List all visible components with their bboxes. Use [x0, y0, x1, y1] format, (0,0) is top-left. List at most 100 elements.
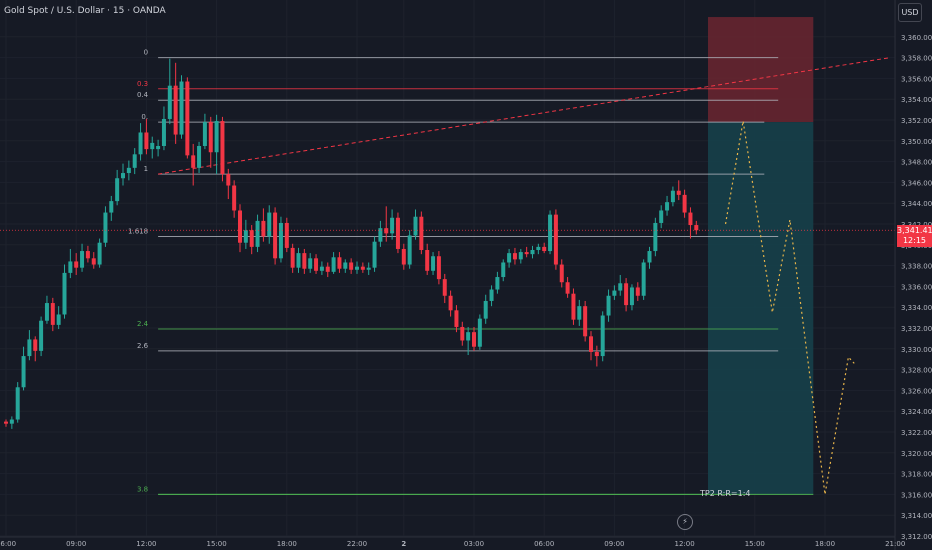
candle-body — [337, 257, 342, 269]
candle-body — [214, 121, 219, 153]
candle-body — [74, 261, 79, 268]
position-target-label: TP2 R:R=1:4 — [700, 489, 751, 498]
candle-body — [583, 306, 588, 337]
candle-body — [366, 267, 371, 270]
candle-body — [629, 287, 634, 306]
candle-body — [436, 256, 441, 280]
price-tick-label: 3,328.000 — [901, 367, 932, 375]
candle-body — [349, 262, 354, 270]
candle-body — [238, 210, 242, 243]
price-tick-label: 3,348.000 — [901, 159, 932, 167]
replay-bolt-icon[interactable]: ⚡ — [677, 514, 693, 530]
time-tick-label: 06:00 — [534, 540, 554, 548]
candle-body — [319, 266, 324, 271]
price-tick-label: 3,350.000 — [901, 138, 932, 146]
candle-body — [355, 266, 359, 270]
candle-body — [536, 246, 541, 250]
candle-body — [530, 250, 535, 255]
candle-body — [501, 262, 506, 278]
candle-body — [15, 387, 20, 420]
candle-body — [360, 266, 365, 270]
candle-body — [255, 220, 260, 247]
price-tick-label: 3,318.000 — [901, 471, 932, 479]
candle-body — [442, 279, 447, 296]
price-tick-label: 3,312.000 — [901, 533, 932, 541]
time-tick-label: 03:00 — [464, 540, 484, 548]
candle-body — [694, 225, 699, 231]
candle-body — [606, 295, 611, 316]
time-tick-label: 18:00 — [815, 540, 835, 548]
candle-body — [612, 290, 617, 296]
candle-body — [9, 419, 14, 424]
candle-body — [524, 252, 529, 255]
candle-body — [659, 210, 664, 223]
candle-body — [495, 277, 500, 290]
fib-level-label: 0. — [141, 113, 148, 121]
price-tick-label: 3,332.000 — [901, 325, 932, 333]
candle-body — [641, 262, 646, 296]
candle-body — [431, 256, 436, 271]
candle-body — [156, 146, 161, 150]
currency-selector[interactable]: USD — [898, 3, 922, 22]
candle-body — [97, 242, 102, 265]
candle-body — [173, 85, 178, 135]
candle-body — [220, 121, 225, 175]
candle-body — [226, 174, 231, 186]
time-tick-label: 09:00 — [604, 540, 624, 548]
candle-body — [454, 310, 459, 327]
take-profit-zone — [708, 122, 814, 495]
candle-body — [647, 251, 652, 263]
candle-body — [653, 222, 658, 252]
candle-body — [419, 216, 424, 250]
candle-body — [413, 216, 418, 236]
candle-body — [325, 266, 330, 272]
price-tick-label: 3,324.000 — [901, 408, 932, 416]
price-tick-label: 3,360.000 — [901, 34, 932, 42]
candle-body — [682, 194, 687, 213]
candle-body — [278, 222, 283, 259]
candle-body — [115, 178, 120, 202]
price-tick-label: 3,346.000 — [901, 179, 932, 187]
time-tick-label: 18:00 — [277, 540, 297, 548]
candle-body — [21, 356, 26, 388]
time-tick-label: 15:00 — [207, 540, 227, 548]
candle-body — [372, 241, 377, 268]
candle-body — [589, 336, 593, 352]
candle-body — [68, 261, 73, 273]
candle-body — [232, 185, 237, 211]
candle-body — [132, 154, 137, 168]
symbol-title: Gold Spot / U.S. Dollar · 15 · OANDA — [4, 6, 169, 16]
candle-body — [448, 295, 453, 311]
candle-body — [477, 318, 482, 347]
fib-level-label: 3.8 — [137, 485, 148, 493]
candle-body — [80, 251, 85, 268]
candle-body — [296, 253, 301, 268]
candle-body — [103, 212, 108, 243]
time-tick-label: 2 — [401, 540, 406, 548]
candle-body — [284, 222, 289, 248]
candle-body — [44, 303, 49, 321]
candle-body — [331, 257, 336, 272]
candle-body — [618, 283, 623, 291]
candle-body — [62, 272, 67, 315]
price-tick-label: 3,338.000 — [901, 263, 932, 271]
price-tick-label: 3,352.000 — [901, 117, 932, 125]
candle-body — [559, 264, 564, 283]
time-tick-label: 06:00 — [0, 540, 16, 548]
stop-loss-zone — [708, 17, 814, 123]
last-price-value: 3,341.41 — [897, 226, 932, 235]
candle-body — [126, 167, 131, 174]
candle-body — [635, 287, 640, 296]
fib-level-label: 2.4 — [137, 320, 149, 328]
candle-body — [56, 314, 61, 325]
candle-body — [665, 202, 670, 211]
fib-level-label: 2.6 — [137, 342, 149, 350]
time-tick-label: 12:00 — [675, 540, 695, 548]
candle-body — [273, 212, 278, 259]
candle-body — [197, 146, 202, 168]
candle-body — [85, 251, 90, 259]
candle-body — [483, 300, 488, 319]
candle-body — [50, 303, 55, 325]
candle-body — [91, 258, 96, 265]
